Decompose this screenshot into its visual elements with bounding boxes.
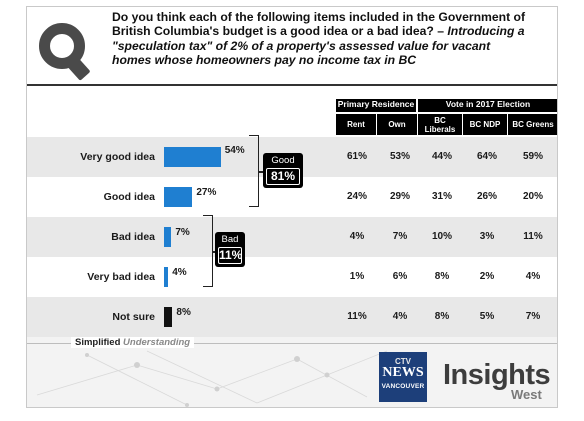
table-cell: 1%	[349, 271, 365, 282]
net-name: Bad	[221, 234, 239, 245]
col-header-own: Own	[377, 114, 417, 135]
category-label: Very good idea	[80, 151, 155, 163]
table-cell: 24%	[346, 191, 367, 202]
net-name: Good	[271, 155, 295, 166]
bar	[164, 227, 172, 247]
table-row	[27, 297, 557, 337]
bar	[164, 147, 221, 167]
insights-west-logo: Insights	[443, 359, 551, 391]
header-divider	[27, 84, 557, 86]
category-label: Good idea	[103, 191, 155, 203]
table-cell: 44%	[431, 151, 452, 162]
ctv-top: CTV	[395, 357, 411, 366]
net-bracket	[203, 215, 213, 287]
brand-bold: Simplified	[75, 337, 121, 348]
brand-italic: Understanding	[123, 337, 191, 348]
bar-value-label: 8%	[176, 307, 191, 318]
bar-value-label: 54%	[224, 145, 245, 156]
ctv-city: VANCOUVER	[381, 383, 425, 390]
table-cell: 11%	[347, 311, 367, 322]
table-cell: 11%	[523, 231, 543, 242]
header-primary-residence: Primary Residence	[336, 99, 416, 112]
bar	[164, 267, 169, 287]
footer: Simplified Understanding CTV NEWS VANCOU…	[27, 337, 557, 407]
table-cell: 2%	[479, 271, 495, 282]
header-vote-2017: Vote in 2017 Election	[418, 99, 557, 112]
table-cell: 31%	[431, 191, 452, 202]
category-label: Not sure	[112, 311, 155, 323]
table-cell: 4%	[392, 311, 408, 322]
magnifier-icon	[37, 21, 93, 81]
bar-value-label: 7%	[175, 227, 190, 238]
table-cell: 26%	[476, 191, 497, 202]
net-bracket-tick	[259, 171, 263, 173]
table-cell: 61%	[346, 151, 367, 162]
table-cell: 5%	[479, 311, 495, 322]
table-cell: 8%	[434, 311, 450, 322]
table-cell: 4%	[525, 271, 541, 282]
table-cell: 20%	[522, 191, 543, 202]
footer-divider	[27, 343, 557, 344]
brand-tagline: Simplified Understanding	[71, 337, 195, 348]
net-bracket	[249, 135, 259, 207]
table-cell: 64%	[476, 151, 497, 162]
col-header-bc-greens: BC Greens	[508, 114, 557, 135]
net-bracket-tick	[213, 251, 215, 253]
category-label: Very bad idea	[87, 271, 155, 283]
table-cell: 3%	[479, 231, 495, 242]
col-header-bc-liberals: BC Liberals	[418, 114, 462, 135]
table-cell: 7%	[392, 231, 408, 242]
col-header-bc-ndp: BC NDP	[463, 114, 507, 135]
table-cell: 29%	[389, 191, 410, 202]
bar-value-label: 27%	[196, 187, 217, 198]
table-cell: 59%	[522, 151, 543, 162]
ctv-news-logo: CTV NEWS VANCOUVER	[379, 352, 427, 402]
header: Do you think each of the following items…	[27, 7, 557, 87]
table-cell: 4%	[349, 231, 365, 242]
question-main: Do you think each of the following items…	[112, 10, 526, 39]
net-box-bad: Bad 11%	[215, 232, 245, 267]
table-row	[27, 217, 557, 257]
col-header-rent: Rent	[336, 114, 376, 135]
slide: Do you think each of the following items…	[26, 6, 558, 408]
question-text: Do you think each of the following items…	[112, 10, 532, 67]
network-background	[36, 350, 388, 407]
question-item: Introducing a "speculation tax" of 2% of…	[112, 24, 525, 67]
insights-west-sub: West	[511, 387, 542, 402]
bar	[164, 307, 173, 327]
table-cell: 53%	[389, 151, 410, 162]
category-label: Bad idea	[111, 231, 155, 243]
table-cell: 10%	[431, 231, 452, 242]
bar	[164, 187, 193, 207]
net-box-good: Good 81%	[263, 153, 303, 188]
net-value: 81%	[266, 168, 300, 185]
ctv-news: NEWS	[382, 365, 424, 380]
table-cell: 8%	[434, 271, 450, 282]
net-value: 11%	[218, 247, 243, 264]
table-cell: 7%	[525, 311, 541, 322]
bar-value-label: 4%	[172, 267, 187, 278]
table-cell: 6%	[392, 271, 408, 282]
